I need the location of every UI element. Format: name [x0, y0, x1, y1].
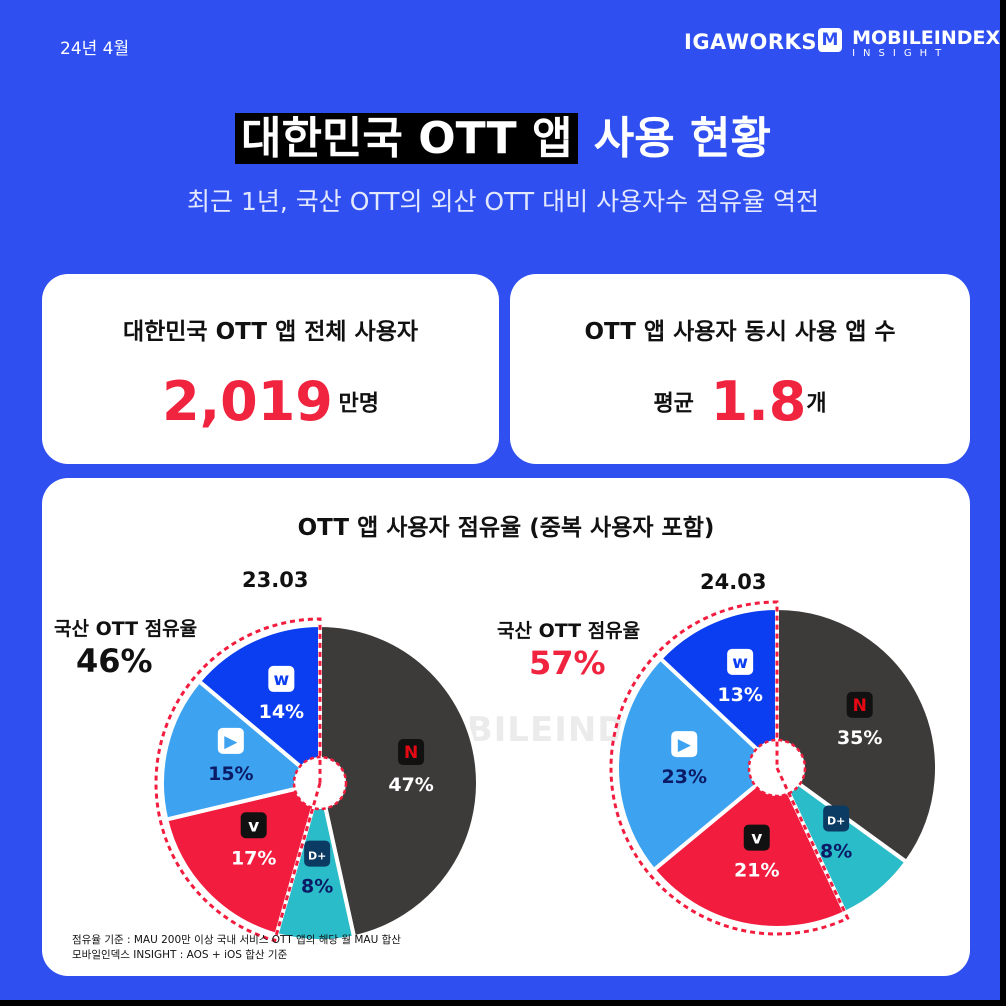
netflix-icon: N [398, 739, 425, 766]
frame-edge-right [1000, 0, 1006, 1006]
footnote-line-1: 점유율 기준 : MAU 200만 이상 국내 서비스 OTT 앱의 해당 월 … [72, 934, 401, 946]
avg-apps-value: 1.8 [710, 370, 807, 433]
pie-2-slice-wavve [657, 605, 779, 773]
report-date: 24년 4월 [60, 39, 130, 59]
total-users-value-row: 2,019 만명 [42, 370, 499, 433]
mobileindex-insight-text: INSIGHT [852, 48, 950, 59]
coupang-play-icon: ▶ [217, 727, 244, 754]
footnote-line-2: 모바일인덱스 INSIGHT : AOS + iOS 합산 기준 [72, 949, 288, 961]
pie-2-label-disney-plus: 8% [820, 841, 852, 863]
pie-1-title: 23.03 [242, 568, 309, 592]
pie-2-title: 24.03 [700, 570, 767, 594]
total-users-label: 대한민국 OTT 앱 전체 사용자 [122, 319, 419, 345]
avg-apps-prefix: 평균 [653, 391, 694, 417]
pie-2-label-tving: 21% [734, 860, 779, 882]
svg-text:D+: D+ [827, 815, 845, 828]
netflix-icon: N [846, 691, 873, 718]
svg-text:v: v [751, 829, 762, 849]
pie-1: N 47% D+ 8% v 17% ▶ 15% w 14% [154, 617, 480, 943]
pie-1-domestic-outline [154, 617, 322, 943]
svg-text:N: N [404, 743, 418, 763]
pie-2-label-netflix: 35% [837, 727, 882, 749]
pie-charts: N 47% D+ 8% v 17% ▶ 15% w 14% N 35% D+ 8% v 21% ▶ 23% w 13% [154, 600, 939, 943]
avg-apps-value-row: 평균 1.8개 [510, 370, 970, 433]
svg-text:N: N [853, 696, 867, 716]
pie-2-slice-coupang-play [615, 655, 781, 873]
svg-text:v: v [248, 816, 259, 836]
mobileindex-m-icon: M [818, 28, 842, 52]
pie-1-slice-tving [163, 780, 323, 938]
pie-2-domestic-share: 57% [529, 644, 606, 682]
pie-1-label-netflix: 47% [388, 774, 433, 796]
pie-2-label-coupang-play: 23% [662, 766, 707, 788]
tving-icon: v [240, 812, 267, 839]
disney-plus-icon: D+ [304, 840, 331, 867]
total-users-card: 대한민국 OTT 앱 전체 사용자 2,019 만명 [42, 274, 499, 464]
pie-1-domestic-label: 국산 OTT 점유율 [54, 618, 198, 640]
share-chart-card: OTT 앱 사용자 점유율 (중복 사용자 포함) MOBILEINDEX 23… [42, 478, 970, 976]
svg-text:w: w [732, 653, 748, 673]
pie-2-domestic-outline [609, 600, 850, 936]
pie-2: N 35% D+ 8% v 21% ▶ 23% w 13% [609, 600, 939, 936]
page-subtitle: 최근 1년, 국산 OTT의 외산 OTT 대비 사용자수 점유율 역전 [187, 187, 819, 216]
igaworks-logo: IGAWORKS [684, 30, 817, 54]
wavve-icon: w [727, 648, 754, 675]
svg-text:D+: D+ [308, 850, 326, 863]
title-rest: 사용 현황 [578, 113, 772, 164]
total-users-unit: 만명 [338, 391, 379, 417]
pie-1-label-coupang-play: 15% [208, 763, 253, 785]
mobileindex-logo: M MOBILEINDEX INSIGHT [818, 28, 1000, 60]
coupang-play-icon: ▶ [671, 731, 698, 758]
pie-1-label-wavve: 14% [259, 701, 304, 723]
disney-plus-icon: D+ [823, 805, 850, 832]
pie-1-slice-wavve [196, 622, 322, 788]
pie-1-domestic-share: 46% [76, 642, 153, 680]
wavve-icon: w [268, 665, 295, 692]
mobileindex-logo-text: MOBILEINDEX [852, 27, 1001, 49]
pie-2-domestic-label: 국산 OTT 점유율 [497, 620, 641, 642]
svg-text:▶: ▶ [678, 735, 692, 755]
pie-1-label-tving: 17% [231, 847, 276, 869]
svg-text:▶: ▶ [224, 732, 238, 752]
pie-1-label-disney-plus: 8% [301, 876, 333, 898]
svg-text:w: w [273, 670, 289, 690]
page-title: 대한민국 OTT 앱 사용 현황 [0, 102, 1006, 166]
total-users-value: 2,019 [162, 370, 333, 433]
tving-icon: v [743, 824, 770, 851]
title-highlight: 대한민국 OTT 앱 [234, 113, 579, 164]
avg-apps-unit: 개 [806, 391, 827, 417]
frame-edge-bottom [0, 1000, 1006, 1006]
pie-2-label-wavve: 13% [717, 684, 762, 706]
pie-1-slice-netflix [318, 622, 480, 940]
avg-apps-label: OTT 앱 사용자 동시 사용 앱 수 [584, 319, 896, 345]
chart-title: OTT 앱 사용자 점유율 (중복 사용자 포함) [297, 515, 715, 541]
footnote: 점유율 기준 : MAU 200만 이상 국내 서비스 OTT 앱의 해당 월 … [72, 933, 401, 963]
avg-apps-card: OTT 앱 사용자 동시 사용 앱 수 평균 1.8개 [510, 274, 970, 464]
pie-2-slice-netflix [775, 605, 939, 865]
